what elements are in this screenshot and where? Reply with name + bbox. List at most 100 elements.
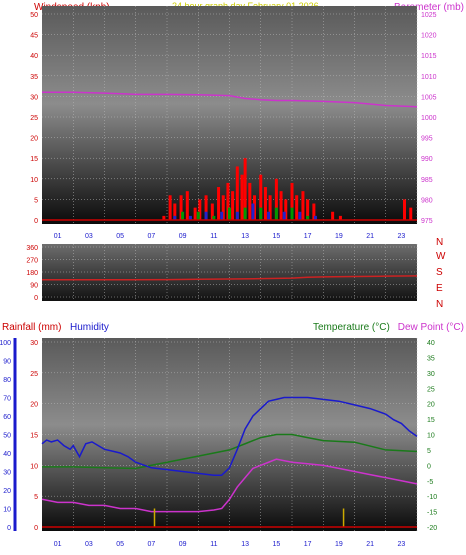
axis-ticks: 0510152025303540455097598098599099510001… [0, 12, 437, 548]
dewpoint-line [41, 458, 418, 513]
dewpoint-axis-label: Dew Point (°C) [398, 322, 464, 333]
rain-tick-label: 30 [30, 340, 38, 347]
x-tick-label: 21 [366, 233, 374, 240]
wind-bar [240, 174, 244, 220]
temp-tick-label: 10 [427, 433, 435, 440]
direction-tick-label: 270 [26, 258, 38, 265]
humidity-tick-label: 90 [3, 359, 11, 366]
wind-tick-label: 40 [30, 53, 38, 60]
humidity-tick-label: 80 [3, 377, 11, 384]
direction-line [42, 275, 418, 281]
wind-tick-label: 10 [30, 177, 38, 184]
barometer-tick-label: 1015 [421, 53, 437, 60]
rain-tick-label: 25 [30, 371, 38, 378]
rain-tick-label: 10 [30, 463, 38, 470]
gust-bar [306, 215, 310, 220]
x-tick-label: 03 [85, 233, 93, 240]
wind-bar [221, 195, 225, 220]
x-tick-label: 17 [304, 541, 312, 548]
direction-letter: S [436, 267, 443, 278]
x-tick-label: 11 [210, 541, 217, 548]
x-tick-label: 05 [116, 541, 124, 548]
wind-bar [198, 199, 202, 220]
direction-tick-label: 360 [26, 245, 38, 252]
wind-bar [173, 203, 177, 220]
barometer-tick-label: 1010 [421, 74, 437, 81]
wind-bar [268, 195, 272, 220]
barometer-tick-label: 995 [421, 136, 433, 143]
direction-series [42, 275, 418, 281]
wind-bar [231, 191, 235, 220]
x-tick-label: 15 [272, 233, 280, 240]
gust-bar [196, 211, 200, 220]
wind-tick-label: 45 [30, 33, 38, 40]
wind-tick-label: 25 [30, 115, 38, 122]
x-tick-label: 23 [397, 233, 405, 240]
humidity-tick-label: 70 [3, 396, 11, 403]
humidity-axis-label: Humidity [70, 322, 109, 333]
barometer-tick-label: 980 [421, 197, 433, 204]
temperature-series [41, 396, 418, 528]
gust-bar [204, 211, 208, 220]
wind-bar [179, 195, 183, 220]
wind-bar [204, 195, 208, 220]
humidity-tick-label: 20 [3, 488, 11, 495]
x-tick-label: 07 [147, 233, 155, 240]
x-tick-label: 17 [304, 233, 312, 240]
x-tick-label: 21 [366, 541, 374, 548]
wind-bar [338, 215, 342, 220]
gust-bar [188, 215, 192, 220]
wind-bar [331, 211, 335, 220]
gust-bar [212, 215, 216, 220]
wind-tick-label: 30 [30, 94, 38, 101]
temp-tick-label: -10 [427, 494, 437, 501]
gust-bar [313, 215, 317, 220]
direction-tick-label: 0 [34, 295, 38, 302]
x-tick-label: 23 [397, 541, 405, 548]
temp-tick-label: 0 [427, 463, 431, 470]
wind-bar [263, 187, 267, 220]
gust-bar [235, 211, 239, 220]
wind-bar [295, 195, 299, 220]
barometer-tick-label: 1005 [421, 94, 437, 101]
direction-letter: N [436, 237, 443, 248]
gust-bar [267, 211, 271, 220]
temp-tick-label: -5 [427, 479, 433, 486]
temperature-line [42, 433, 418, 470]
x-tick-label: 13 [241, 541, 249, 548]
wind-bar [226, 182, 230, 220]
temp-tick-label: 40 [427, 340, 435, 347]
x-tick-label: 01 [54, 541, 62, 548]
wind-bar [248, 182, 252, 220]
rain-tick-label: 15 [30, 433, 38, 440]
wind-bar [193, 207, 197, 220]
x-tick-label: 09 [179, 541, 187, 548]
gust-bar [282, 211, 286, 220]
wind-bar [253, 195, 256, 220]
gust-bar [274, 207, 278, 220]
temp-tick-label: 35 [427, 355, 435, 362]
direction-letter: E [436, 283, 443, 294]
x-tick-label: 07 [147, 541, 155, 548]
wind-bar [312, 203, 316, 220]
barometer-tick-label: 975 [421, 218, 433, 225]
wind-tick-label: 0 [34, 218, 38, 225]
barometer-axis-label: Barometer (mb) [394, 2, 464, 13]
wind-bar [290, 182, 294, 220]
direction-tick-label: 90 [30, 283, 38, 290]
temp-tick-label: 30 [427, 371, 435, 378]
gust-bar [259, 207, 263, 220]
wind-bar [301, 191, 305, 220]
rain-tick-label: 20 [30, 402, 38, 409]
barometer-tick-label: 1020 [421, 33, 437, 40]
wind-tick-label: 50 [30, 12, 38, 19]
x-tick-label: 11 [210, 233, 217, 240]
temp-tick-label: -20 [427, 525, 437, 532]
barometer-tick-label: 990 [421, 156, 433, 163]
gust-bar [251, 203, 255, 220]
humidity-tick-label: 10 [3, 507, 11, 514]
x-tick-label: 03 [85, 541, 93, 548]
temp-tick-label: 25 [427, 386, 435, 393]
